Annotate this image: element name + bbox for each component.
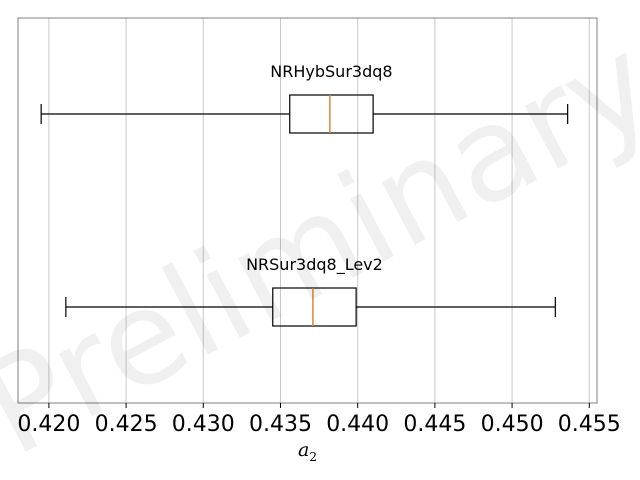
x-axis-label: a2 [298,439,317,464]
boxplot-series: NRHybSur3dq8 [40,62,569,134]
x-axis-label-main: a [298,439,309,461]
x-tick-label: 0.435 [249,412,312,437]
box-iqr [289,94,374,134]
x-tick-label: 0.445 [403,412,466,437]
x-tick-label: 0.450 [481,412,544,437]
boxplot-series: NRSur3dq8_Lev2 [65,255,556,327]
series-label: NRHybSur3dq8 [270,62,392,81]
box-iqr [272,287,357,327]
x-tick-label: 0.455 [558,412,621,437]
x-tick-label: 0.425 [95,412,158,437]
x-tick-label: 0.440 [326,412,389,437]
x-axis-ticks: 0.420 0.425 0.430 0.435 0.440 0.445 0.450 0.455 [17,403,621,437]
box-plots: NRHybSur3dq8 NRSur3dq8_Lev2 [40,62,569,327]
series-label: NRSur3dq8_Lev2 [246,255,383,275]
plot-frame [17,17,598,404]
x-axis-label-sub: 2 [309,450,317,464]
x-tick-label: 0.420 [17,412,80,437]
grid-lines [48,18,590,403]
x-tick-label: 0.430 [172,412,235,437]
